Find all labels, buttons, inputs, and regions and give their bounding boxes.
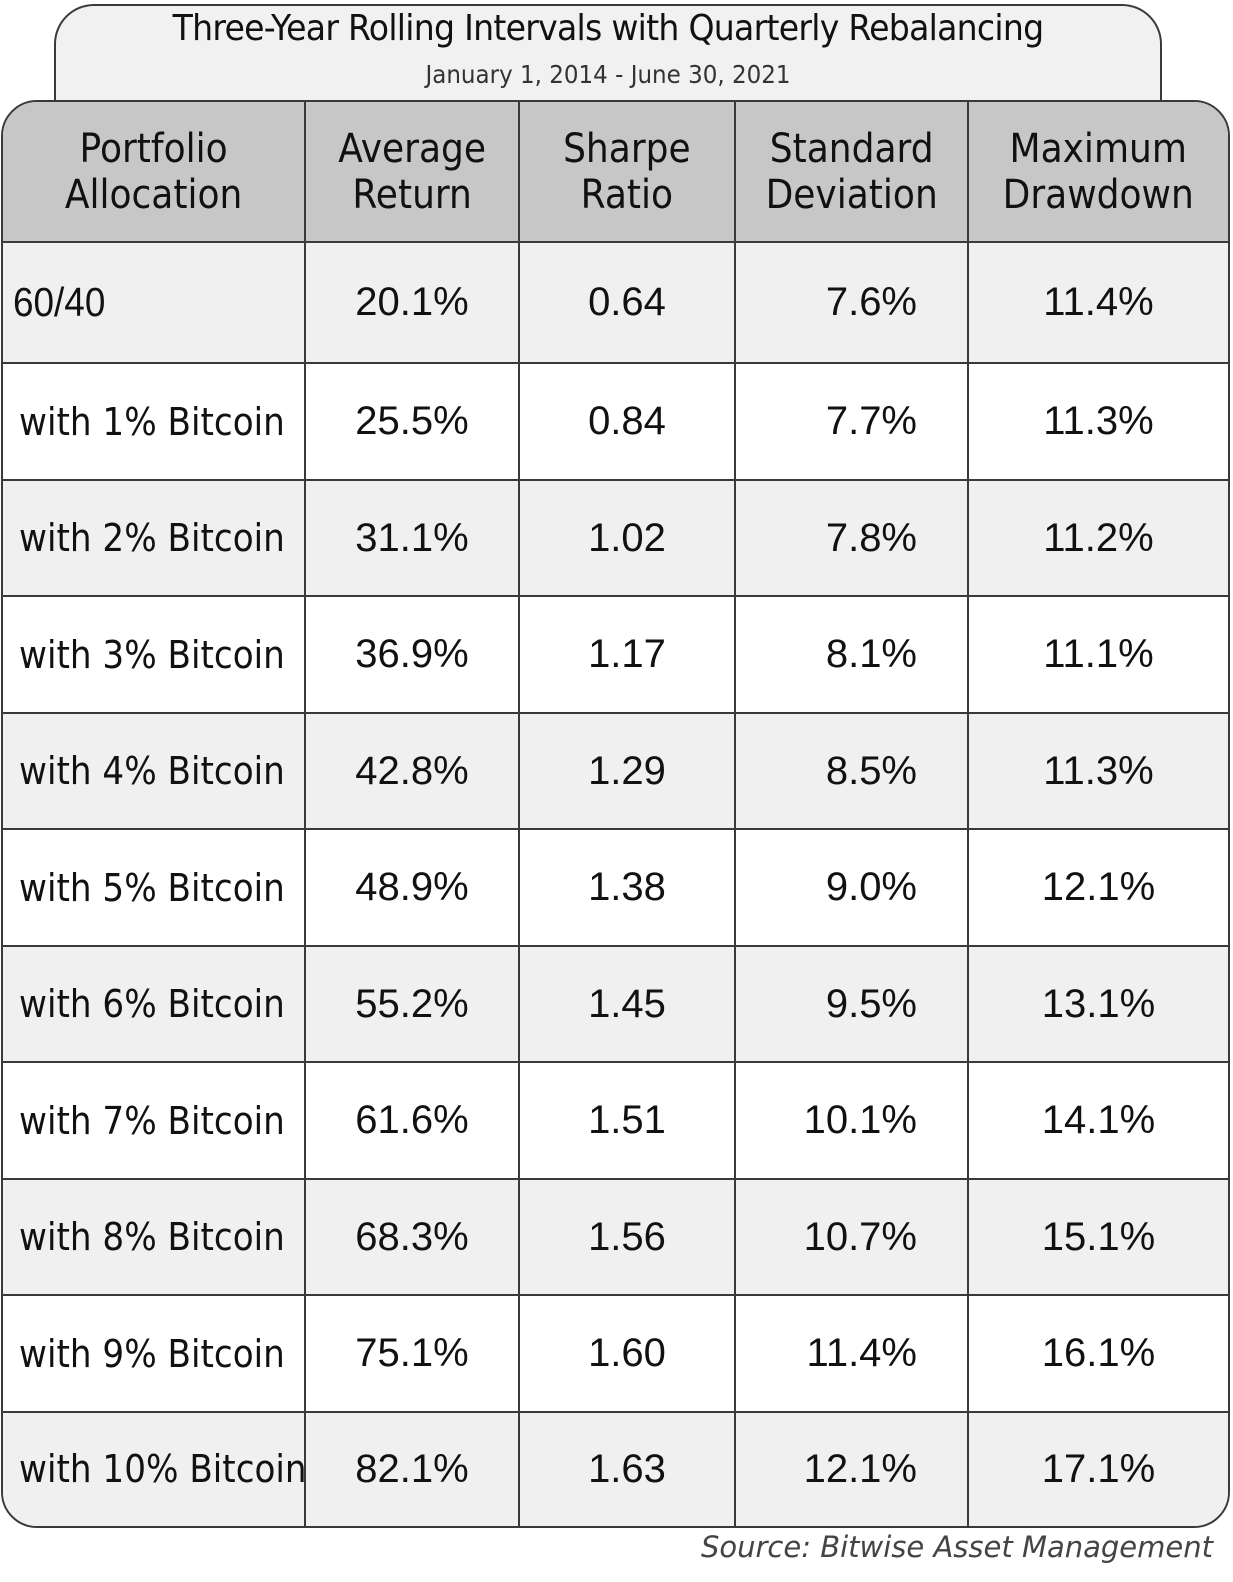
header-maximum-drawdown: Maximum Drawdown [968,102,1228,243]
header-allocation: Portfolio Allocation [3,102,306,243]
header-sharpe-ratio: Sharpe Ratio [519,102,736,243]
cell-allocation: with 9% Bitcoin [3,1295,306,1413]
cell-sharpe-ratio: 1.29 [519,712,736,831]
cell-average-return: 48.9% [305,829,520,947]
cell-allocation: with 8% Bitcoin [3,1178,306,1297]
header-label: Average Return [338,125,486,218]
cell-sharpe-ratio: 0.84 [519,363,736,481]
cell-standard-deviation: 12.1% [735,1411,969,1526]
allocation-label: with 9% Bitcoin [19,1331,285,1376]
allocation-label: 60/40 [13,279,106,326]
cell-standard-deviation: 10.7% [735,1178,969,1297]
allocation-label: with 3% Bitcoin [19,632,285,677]
table-row: with 2% Bitcoin 31.1% 1.02 7.8% 11.2% [3,479,1228,598]
table-row: 60/40 20.1% 0.64 7.6% 11.4% [3,242,1228,365]
cell-maximum-drawdown: 15.1% [968,1178,1228,1297]
cell-sharpe-ratio: 1.02 [519,479,736,598]
cell-maximum-drawdown: 17.1% [968,1411,1228,1526]
header-standard-deviation: Standard Deviation [735,102,969,243]
cell-standard-deviation: 8.5% [735,712,969,831]
cell-allocation: with 2% Bitcoin [3,479,306,598]
cell-sharpe-ratio: 1.17 [519,596,736,714]
cell-standard-deviation: 7.7% [735,363,969,481]
allocation-label: with 10% Bitcoin [19,1447,307,1492]
header-label: Portfolio Allocation [64,125,243,218]
cell-sharpe-ratio: 1.56 [519,1178,736,1297]
cell-sharpe-ratio: 1.38 [519,829,736,947]
cell-allocation: 60/40 [3,242,306,365]
cell-maximum-drawdown: 12.1% [968,829,1228,947]
header-label: Standard Deviation [765,125,938,218]
cell-standard-deviation: 7.8% [735,479,969,598]
cell-allocation: with 10% Bitcoin [3,1411,307,1526]
table-title: Three-Year Rolling Intervals with Quarte… [172,8,1045,49]
data-table: Portfolio Allocation Average Return Sharpe Ra… [3,102,1228,1526]
table-body: 60/40 20.1% 0.64 7.6% 11.4% with 1% Bitcoin 25… [3,242,1228,1526]
source-note: Source: Bitwise Asset Management [700,1530,1213,1564]
cell-average-return: 25.5% [305,363,520,481]
cell-allocation: with 5% Bitcoin [3,829,306,947]
allocation-label: with 5% Bitcoin [19,865,285,910]
allocation-label: with 8% Bitcoin [19,1215,285,1260]
cell-allocation: with 7% Bitcoin [3,1062,306,1180]
allocation-label: with 6% Bitcoin [19,982,285,1027]
allocation-label: with 2% Bitcoin [19,516,285,561]
cell-standard-deviation: 9.5% [735,945,969,1064]
table-row: with 4% Bitcoin 42.8% 1.29 8.5% 11.3% [3,712,1228,831]
allocation-label: with 4% Bitcoin [19,749,285,794]
cell-standard-deviation: 8.1% [735,596,969,714]
cell-maximum-drawdown: 11.1% [968,596,1228,714]
cell-sharpe-ratio: 1.45 [519,945,736,1064]
table-row: with 10% Bitcoin 82.1% 1.63 12.1% 17.1% [3,1411,1228,1526]
table-row: with 5% Bitcoin 48.9% 1.38 9.0% 12.1% [3,829,1228,947]
cell-average-return: 42.8% [305,712,520,831]
cell-standard-deviation: 10.1% [735,1062,969,1180]
header-average-return: Average Return [305,102,520,243]
cell-average-return: 55.2% [305,945,520,1064]
table-row: with 3% Bitcoin 36.9% 1.17 8.1% 11.1% [3,596,1228,714]
cell-sharpe-ratio: 1.63 [519,1411,736,1526]
table-row: with 9% Bitcoin 75.1% 1.60 11.4% 16.1% [3,1295,1228,1413]
cell-sharpe-ratio: 1.51 [519,1062,736,1180]
cell-average-return: 75.1% [305,1295,520,1413]
cell-average-return: 31.1% [305,479,520,598]
cell-maximum-drawdown: 11.3% [968,363,1228,481]
header-label: Maximum Drawdown [1002,125,1195,218]
allocation-label: with 7% Bitcoin [19,1098,285,1143]
cell-maximum-drawdown: 11.2% [968,479,1228,598]
cell-average-return: 36.9% [305,596,520,714]
cell-maximum-drawdown: 11.3% [968,712,1228,831]
cell-sharpe-ratio: 0.64 [519,242,736,365]
cell-allocation: with 3% Bitcoin [3,596,306,714]
cell-allocation: with 6% Bitcoin [3,945,306,1064]
cell-average-return: 20.1% [305,242,520,365]
table-row: with 6% Bitcoin 55.2% 1.45 9.5% 13.1% [3,945,1228,1064]
table-row: with 8% Bitcoin 68.3% 1.56 10.7% 15.1% [3,1178,1228,1297]
cell-maximum-drawdown: 11.4% [968,242,1228,365]
cell-standard-deviation: 7.6% [735,242,969,365]
cell-sharpe-ratio: 1.60 [519,1295,736,1413]
cell-maximum-drawdown: 13.1% [968,945,1228,1064]
table-subtitle: January 1, 2014 - June 30, 2021 [425,60,791,89]
cell-standard-deviation: 9.0% [735,829,969,947]
data-table-container: Portfolio Allocation Average Return Sharpe Ra… [1,100,1230,1528]
header-label: Sharpe Ratio [563,125,691,218]
table-row: with 1% Bitcoin 25.5% 0.84 7.7% 11.3% [3,363,1228,481]
cell-allocation: with 4% Bitcoin [3,712,306,831]
header-row: Portfolio Allocation Average Return Sharpe Ra… [3,102,1228,243]
cell-standard-deviation: 11.4% [735,1295,969,1413]
allocation-label: with 1% Bitcoin [19,399,285,444]
cell-maximum-drawdown: 14.1% [968,1062,1228,1180]
cell-average-return: 68.3% [305,1178,520,1297]
table-row: with 7% Bitcoin 61.6% 1.51 10.1% 14.1% [3,1062,1228,1180]
cell-average-return: 61.6% [305,1062,520,1180]
cell-average-return: 82.1% [305,1411,520,1526]
cell-allocation: with 1% Bitcoin [3,363,306,481]
cell-maximum-drawdown: 16.1% [968,1295,1228,1413]
